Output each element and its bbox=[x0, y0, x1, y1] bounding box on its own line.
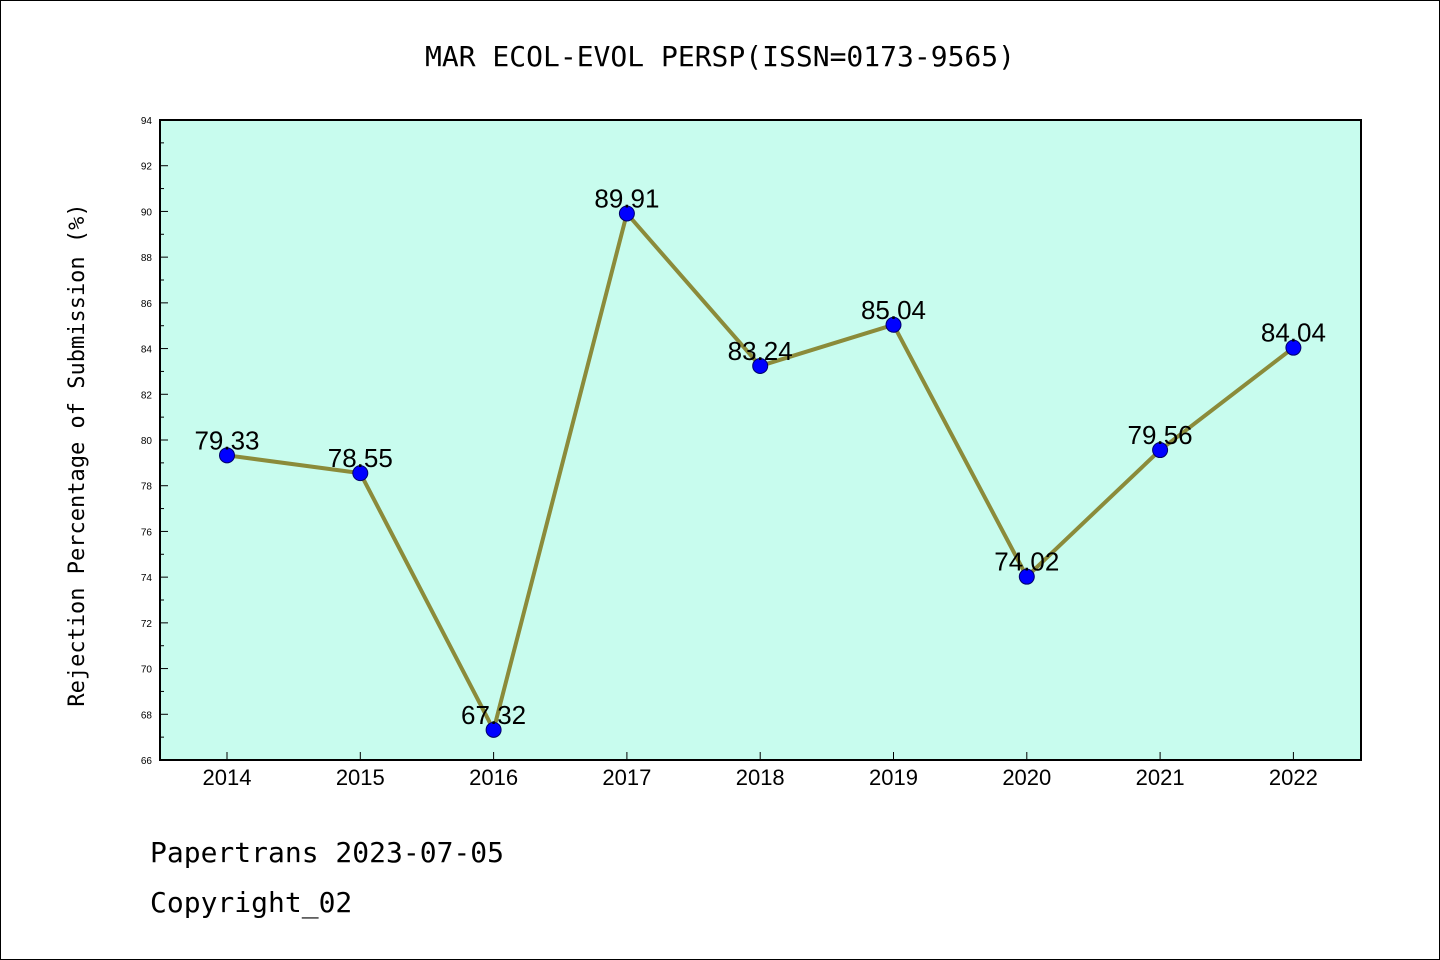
y-tick-label-68: 68 bbox=[141, 710, 153, 721]
data-label-2017: 89.91 bbox=[594, 183, 659, 213]
x-tick-label-2018: 2018 bbox=[736, 765, 785, 790]
series bbox=[219, 205, 1302, 738]
y-tick-label-82: 82 bbox=[141, 390, 153, 401]
x-tick-label-2021: 2021 bbox=[1136, 765, 1185, 790]
x-tick-label-2020: 2020 bbox=[1002, 765, 1051, 790]
data-point-2020 bbox=[1018, 568, 1035, 585]
y-axis-label: Rejection Percentage of Submission (%) bbox=[65, 203, 90, 706]
data-labels: 79.33 78.55 67.32 89.91 83.24 85.04 74.02 79.56… bbox=[194, 183, 1325, 729]
data-label-2019: 85.04 bbox=[861, 295, 926, 325]
y-tick-label-72: 72 bbox=[141, 619, 153, 630]
data-point-2022 bbox=[1285, 339, 1302, 356]
data-label-2022: 84.04 bbox=[1261, 318, 1326, 348]
x-tick-label-2022: 2022 bbox=[1269, 765, 1318, 790]
data-point-2015 bbox=[352, 465, 369, 482]
x-tick-label-2014: 2014 bbox=[203, 765, 252, 790]
y-tick-label-78: 78 bbox=[141, 482, 153, 493]
y-tick-label-92: 92 bbox=[141, 162, 153, 173]
footer-copyright: Copyright_02 bbox=[150, 886, 353, 919]
x-tick-label-2016: 2016 bbox=[469, 765, 518, 790]
data-label-2021: 79.56 bbox=[1128, 420, 1193, 450]
data-label-2016: 67.32 bbox=[461, 700, 526, 730]
data-point-2016 bbox=[485, 721, 502, 738]
chart-title: MAR ECOL-EVOL PERSP(ISSN=0173-9565) bbox=[425, 40, 1015, 73]
data-point-2021 bbox=[1152, 442, 1169, 459]
y-tick-label-86: 86 bbox=[141, 299, 153, 310]
y-tick-label-94: 94 bbox=[141, 116, 153, 127]
y-tick-label-70: 70 bbox=[141, 665, 153, 676]
data-label-2014: 79.33 bbox=[194, 425, 259, 455]
y-tick-label-74: 74 bbox=[141, 573, 153, 584]
y-tick-label-66: 66 bbox=[141, 756, 153, 767]
x-axis: 2014 2015 2016 2017 2018 2019 2020 2021 2022 bbox=[203, 752, 1318, 790]
y-tick-label-76: 76 bbox=[141, 527, 153, 538]
x-tick-label-2015: 2015 bbox=[336, 765, 385, 790]
y-tick-label-80: 80 bbox=[141, 436, 153, 447]
data-point-2018 bbox=[752, 357, 769, 374]
data-point-2014 bbox=[219, 447, 235, 464]
data-point-2019 bbox=[885, 316, 902, 333]
y-tick-label-90: 90 bbox=[141, 207, 153, 218]
x-tick-label-2019: 2019 bbox=[869, 765, 918, 790]
data-label-2015: 78.55 bbox=[328, 443, 393, 473]
data-label-2020: 74.02 bbox=[994, 547, 1059, 577]
y-tick-label-88: 88 bbox=[141, 253, 153, 264]
data-point-2017 bbox=[618, 205, 635, 222]
plot-area bbox=[159, 119, 1362, 761]
footer-date: Papertrans 2023-07-05 bbox=[150, 836, 505, 869]
y-tick-label-84: 84 bbox=[141, 345, 153, 356]
data-label-2018: 83.24 bbox=[728, 336, 793, 366]
x-tick-label-2017: 2017 bbox=[602, 765, 651, 790]
y-axis: 66 68 70 72 74 76 78 80 82 84 86 88 90 92 94 bbox=[141, 116, 168, 767]
